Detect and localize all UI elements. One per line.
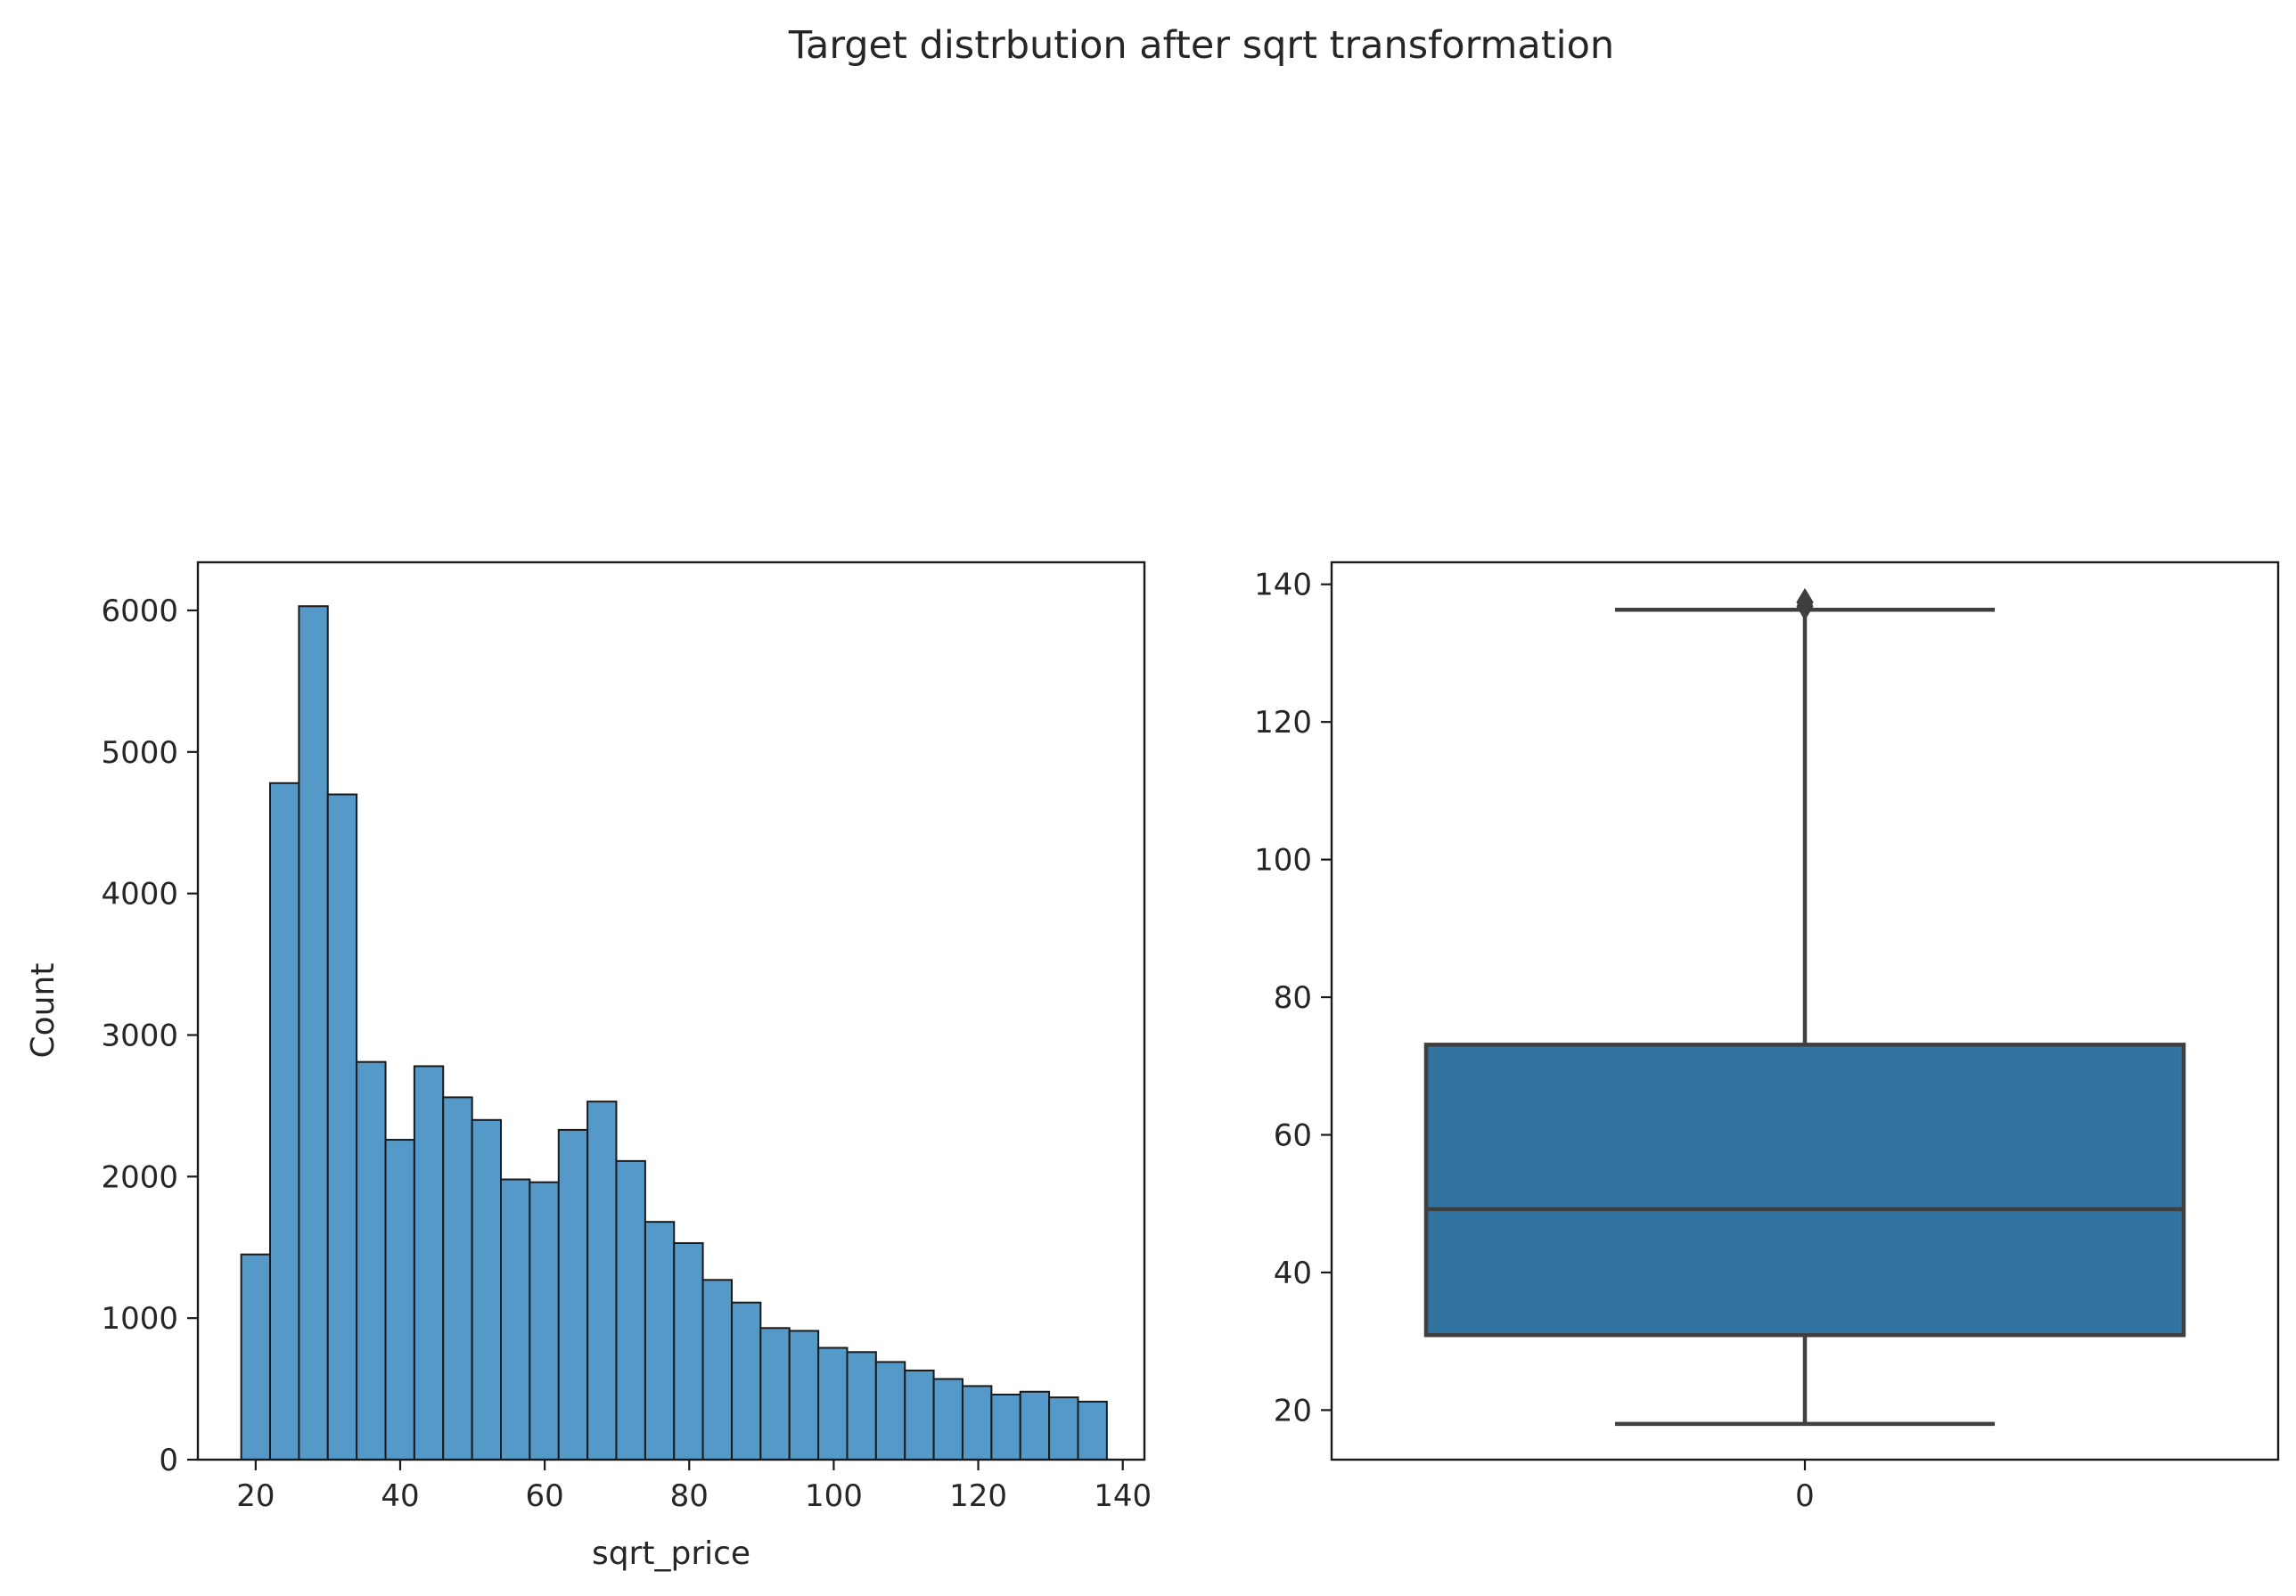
y-tick-label: 4000 [101,877,178,913]
y-tick-label: 120 [1254,705,1312,741]
x-tick-label: 40 [381,1478,419,1514]
y-tick-label: 60 [1274,1118,1312,1154]
histogram-x-ticks: 20 40 60 80 100 120 140 [236,1460,1152,1514]
boxplot-y-ticks: 20 40 60 80 100 120 140 [1254,568,1332,1428]
x-tick-label: 120 [949,1478,1007,1514]
histogram-bar [268,782,300,1461]
histogram-bar [500,1178,531,1461]
histogram-bar [961,1385,993,1461]
histogram-bar [529,1181,560,1461]
boxplot-x-ticks: 0 [1795,1460,1815,1514]
histogram-y-ticks: 0 1000 2000 3000 4000 5000 6000 [101,593,198,1478]
y-tick-label: 2000 [101,1159,178,1195]
histogram-bar [701,1279,734,1461]
x-tick-label: 0 [1795,1478,1815,1514]
histogram-bar [615,1159,646,1461]
histogram-bar [904,1369,935,1461]
boxplot-chart: 20 40 60 80 100 120 140 0 [1254,561,2280,1514]
y-tick-label: 3000 [101,1019,178,1054]
histogram-bar [788,1330,820,1461]
histogram-bar [990,1393,1021,1461]
histogram-bar [298,605,329,1461]
figure-title: Target distrbution after sqrt transforma… [788,23,1614,68]
histogram-bar [586,1101,618,1461]
histogram-bar [557,1128,589,1461]
histogram-bar [413,1065,445,1461]
histogram-bar [817,1346,849,1461]
histogram-bar [356,1060,387,1461]
histogram-bar [874,1361,906,1461]
histogram-bar [759,1327,791,1461]
histogram-bar [1077,1400,1108,1461]
histogram-bar [846,1351,877,1461]
y-tick-label: 140 [1254,568,1312,603]
histogram-y-axis-label: Count [25,963,62,1059]
histogram-bar [240,1253,271,1461]
y-tick-label: 6000 [101,593,178,629]
x-tick-label: 100 [805,1478,863,1514]
histogram-bar [326,793,358,1461]
y-tick-label: 80 [1274,980,1312,1016]
y-tick-label: 0 [159,1443,178,1478]
x-tick-label: 140 [1094,1478,1152,1514]
histogram-bar [442,1096,473,1461]
histogram-chart: 20 40 60 80 100 120 140 0 1000 2000 3000 4000 5000 6… [25,561,1152,1572]
y-tick-label: 20 [1274,1393,1312,1428]
histogram-bar [471,1118,503,1461]
interquartile-box [1423,1043,2186,1338]
histogram-bars [240,605,1108,1461]
histogram-bar [644,1221,676,1461]
histogram-bar [1019,1390,1051,1461]
histogram-axes-frame [196,561,1146,1461]
outlier-point [1796,587,1814,617]
y-tick-label: 5000 [101,735,178,771]
x-tick-label: 60 [525,1478,563,1514]
boxplot-axes-frame [1330,561,2280,1461]
histogram-x-axis-label: sqrt_price [592,1535,750,1572]
x-tick-label: 80 [670,1478,709,1514]
histogram-bar [673,1241,704,1461]
histogram-bar [932,1378,964,1461]
y-tick-label: 40 [1274,1256,1312,1291]
y-tick-label: 100 [1254,843,1312,879]
histogram-bar [731,1301,762,1461]
histogram-bar [384,1139,415,1461]
y-tick-label: 1000 [101,1301,178,1337]
histogram-bar [1048,1396,1079,1461]
boxplot-marks [1423,587,2186,1427]
x-tick-label: 20 [236,1478,275,1514]
